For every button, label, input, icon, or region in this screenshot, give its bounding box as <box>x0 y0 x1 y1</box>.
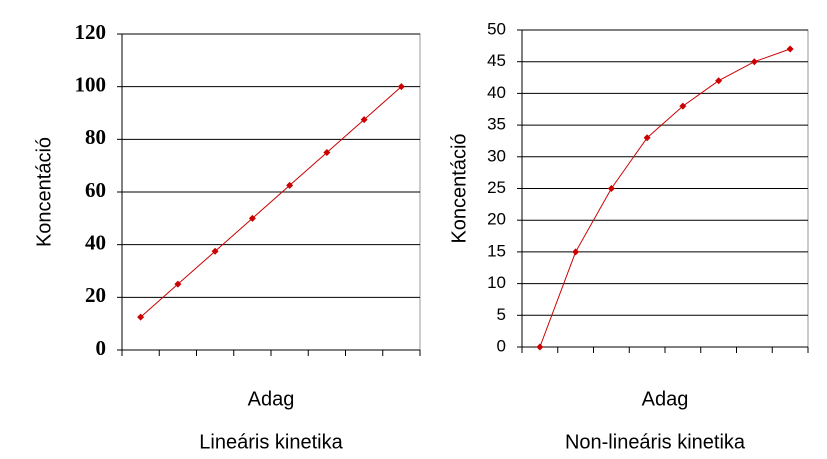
data-line <box>140 86 402 318</box>
data-point <box>323 149 331 156</box>
data-point <box>786 45 794 53</box>
y-tick-label: 40 <box>85 230 106 254</box>
y-tick-label: 80 <box>85 125 106 149</box>
data-point <box>572 248 580 256</box>
y-tick-label: 25 <box>487 178 506 197</box>
y-tick-label: 40 <box>487 83 506 102</box>
data-point <box>679 102 687 110</box>
data-point <box>174 280 182 288</box>
data-point <box>397 83 405 91</box>
y-tick-label: 45 <box>487 51 506 70</box>
y-tick-label: 10 <box>487 273 506 292</box>
data-point <box>211 247 219 255</box>
y-tick-label: 60 <box>85 178 106 202</box>
y-tick-label: 50 <box>487 19 506 38</box>
y-tick-label: 120 <box>75 20 107 44</box>
x-axis-label: Adag <box>248 388 295 410</box>
data-point <box>248 214 256 222</box>
chart-title: Non-lineáris kinetika <box>565 431 746 453</box>
data-point <box>286 181 294 189</box>
y-tick-label: 20 <box>487 210 506 229</box>
data-point <box>536 343 544 351</box>
chart-title: Lineáris kinetika <box>199 431 343 453</box>
y-tick-label: 100 <box>75 72 107 96</box>
data-line <box>539 48 791 348</box>
y-tick-label: 20 <box>85 283 106 307</box>
y-tick-label: 0 <box>96 336 107 360</box>
y-tick-label: 30 <box>487 146 506 165</box>
y-tick-label: 15 <box>487 241 506 260</box>
data-point <box>137 313 145 321</box>
y-axis-label: Koncentáció <box>448 133 470 243</box>
y-axis-label: Koncentáció <box>33 137 55 247</box>
data-point <box>360 116 368 124</box>
y-tick-label: 5 <box>497 305 506 324</box>
data-point <box>643 134 651 142</box>
data-point <box>607 185 615 192</box>
y-tick-label: 0 <box>497 336 506 355</box>
data-point <box>715 77 723 85</box>
x-axis-label: Adag <box>642 388 689 410</box>
data-point <box>750 58 758 66</box>
y-tick-label: 35 <box>487 115 506 134</box>
